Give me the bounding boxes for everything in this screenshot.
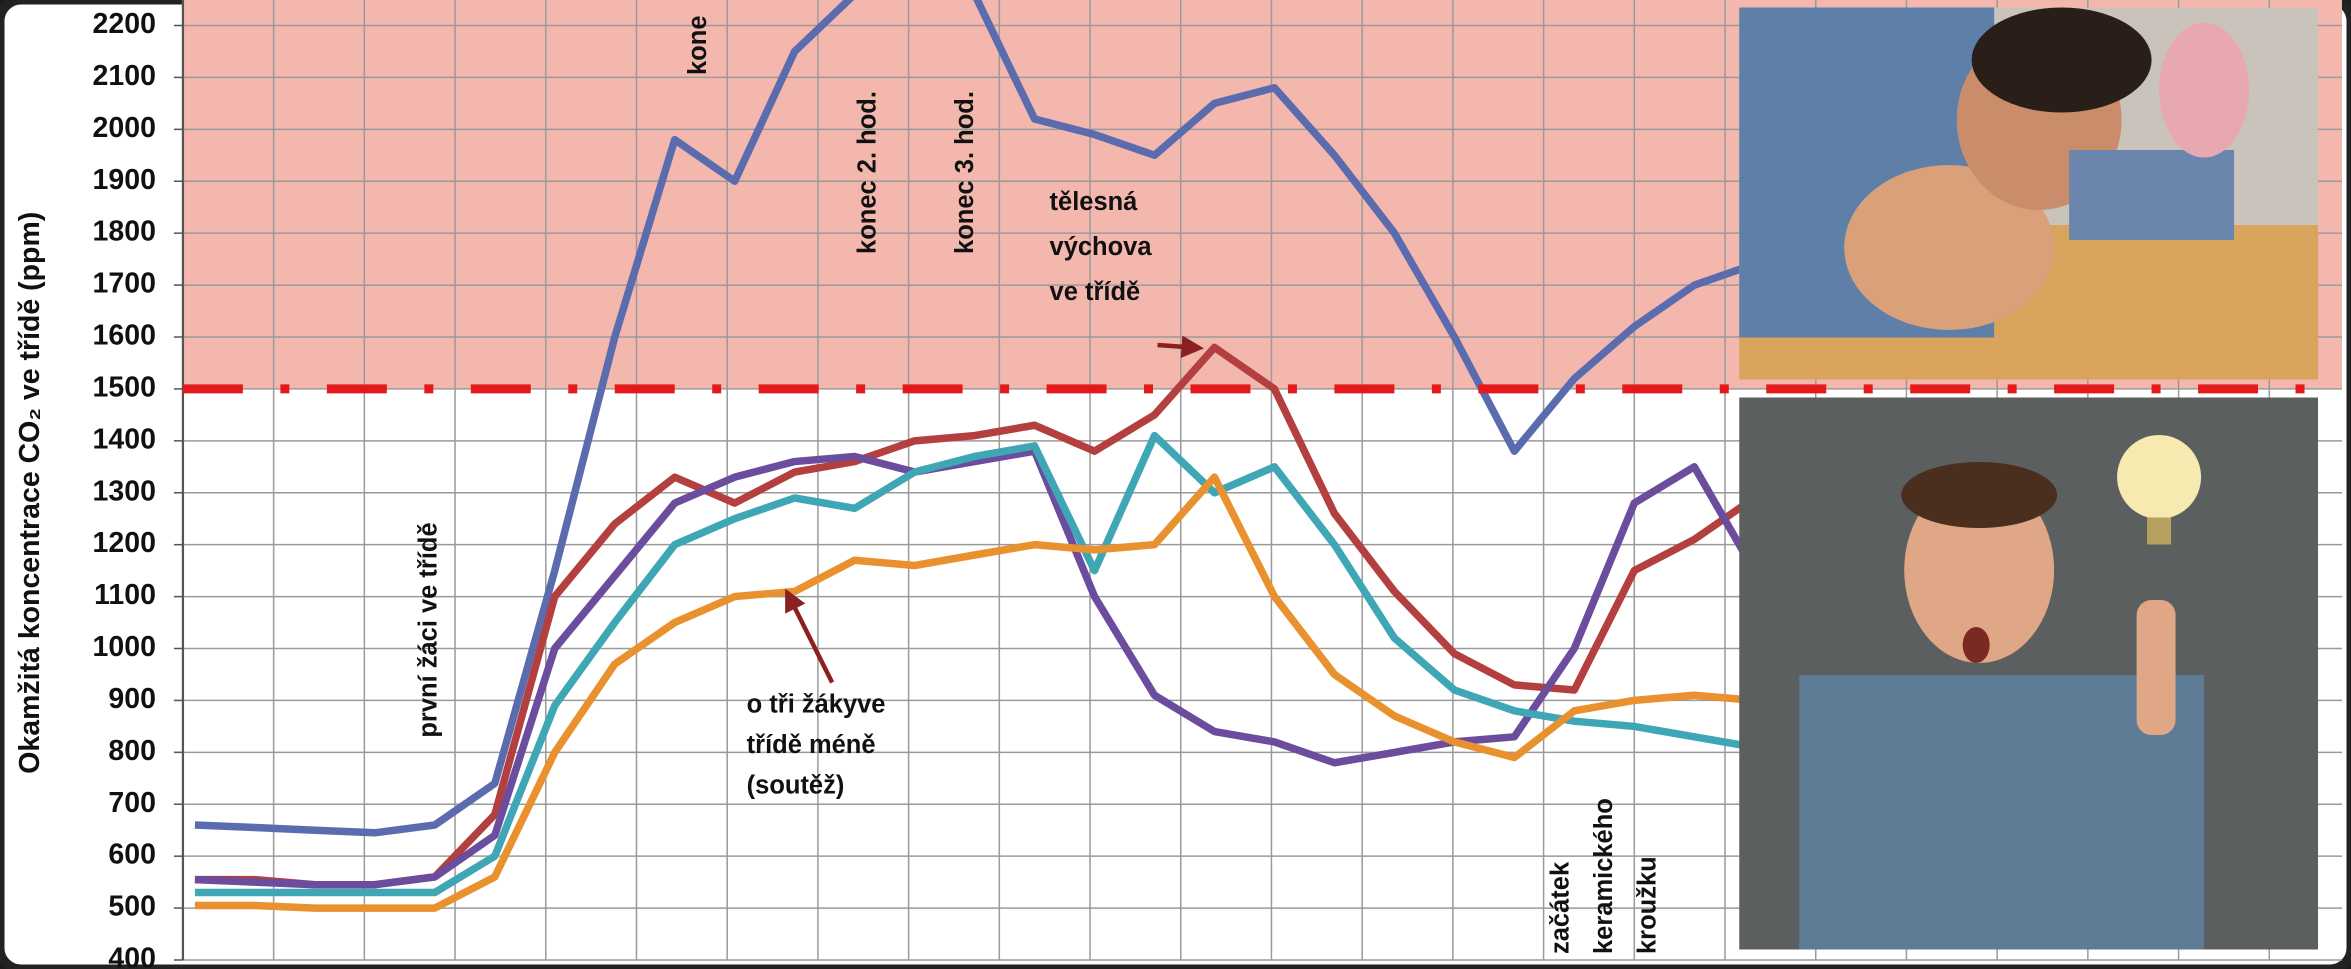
annotation: konec 2. hod. bbox=[854, 91, 882, 254]
annotation: o tři žákyve bbox=[747, 690, 886, 718]
y-tick-label: 1000 bbox=[93, 631, 156, 663]
y-tick-label: 2000 bbox=[93, 112, 156, 144]
annotation: (soutěž) bbox=[747, 771, 845, 799]
annotation: kone bbox=[684, 16, 712, 75]
y-tick-label: 1700 bbox=[93, 268, 156, 300]
y-axis-title: Okamžitá koncentrace CO₂ ve třídě (ppm) bbox=[14, 212, 46, 774]
y-tick-label: 1400 bbox=[93, 423, 156, 455]
y-tick-label: 1300 bbox=[93, 475, 156, 507]
arrow bbox=[1157, 335, 1204, 358]
annotation: první žáci ve třídě bbox=[414, 522, 442, 737]
y-tick-label: 1900 bbox=[93, 164, 156, 196]
y-tick-label: 1200 bbox=[93, 527, 156, 559]
annotation: kroužku bbox=[1633, 856, 1661, 954]
y-tick-label: 2200 bbox=[93, 8, 156, 40]
y-tick-label: 1100 bbox=[94, 579, 156, 611]
annotation: ve třídě bbox=[1050, 278, 1141, 306]
annotation: výchova bbox=[1050, 233, 1153, 261]
annotation: keramického bbox=[1590, 798, 1618, 954]
y-tick-label: 900 bbox=[108, 683, 156, 715]
y-tick-label: 800 bbox=[108, 735, 156, 767]
annotation: třídě méně bbox=[747, 731, 876, 759]
photo-sleeping bbox=[1739, 7, 2319, 380]
y-tick-label: 1800 bbox=[93, 216, 156, 248]
y-tick-label: 600 bbox=[108, 839, 156, 871]
annotation: začátek bbox=[1546, 861, 1574, 954]
annotation: konec 3. hod. bbox=[951, 91, 979, 254]
labels-layer: 400 500 600 700 800 900 1000 1100 1200 1300 1400 15… bbox=[14, 8, 1661, 969]
arrow bbox=[785, 588, 835, 684]
y-tick-label: 700 bbox=[108, 787, 156, 819]
y-tick-label: 2100 bbox=[93, 60, 156, 92]
y-tick-label: 500 bbox=[108, 891, 156, 923]
photo-idea bbox=[1739, 397, 2319, 950]
annotation: tělesná bbox=[1050, 188, 1139, 216]
y-tick-label: 400 bbox=[108, 943, 156, 969]
y-tick-label: 1600 bbox=[93, 320, 156, 352]
y-tick-label: 1500 bbox=[93, 371, 156, 403]
